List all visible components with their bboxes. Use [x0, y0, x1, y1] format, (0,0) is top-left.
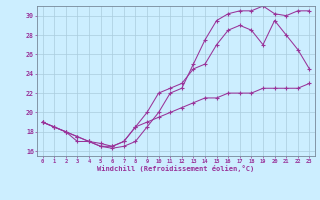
- X-axis label: Windchill (Refroidissement éolien,°C): Windchill (Refroidissement éolien,°C): [97, 165, 255, 172]
